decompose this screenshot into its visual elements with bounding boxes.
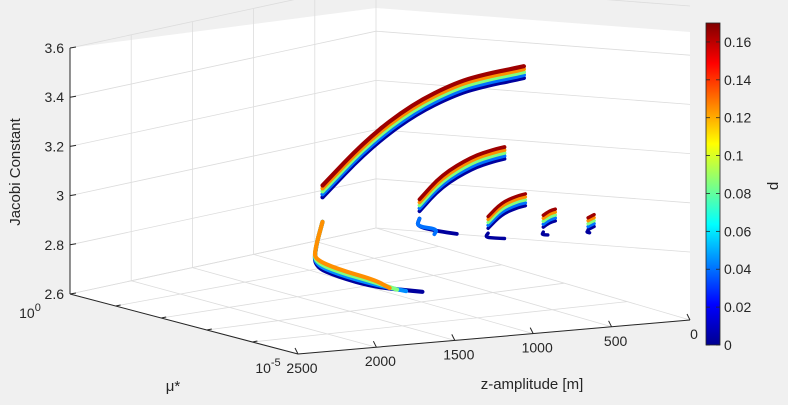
z-tick-label: 3.6 <box>45 40 65 56</box>
upper-branch-series <box>586 218 596 226</box>
upper-branch-series <box>486 201 528 227</box>
lower-branch-series <box>312 219 392 291</box>
x-axis-line <box>297 319 691 355</box>
y-tick-label: 100 <box>19 302 41 321</box>
x-tick-label: 2000 <box>365 353 396 369</box>
colorbar-tick-label: 0.16 <box>724 34 751 50</box>
x-gridline <box>253 254 534 334</box>
x-tick-mark <box>451 334 456 341</box>
colorbar-tick-label: 0.08 <box>724 185 751 201</box>
z-tick-mark <box>69 144 77 147</box>
y-axis-label: μ* <box>166 378 181 395</box>
x-tick-mark <box>529 327 534 334</box>
lower-branch-series <box>415 216 438 237</box>
upper-branch-series <box>486 195 528 222</box>
colorbar-label: d <box>765 182 782 190</box>
upper-branch-series <box>541 213 557 223</box>
x-tick-mark <box>686 313 691 321</box>
x-tick-mark <box>608 320 613 328</box>
curve-family-2 <box>415 145 507 237</box>
upper-branch-series <box>417 151 507 208</box>
grid-layer <box>69 0 691 355</box>
x-gridline <box>375 227 691 321</box>
z-tick-mark <box>69 46 77 49</box>
upper-branch-series <box>417 145 507 202</box>
z-tick-mark <box>69 292 77 295</box>
z-tick-label: 2.8 <box>45 237 65 253</box>
y-gridline <box>69 227 377 295</box>
colorbar: 0 0.02 0.04 0.06 0.08 0.1 0.12 0.14 0.16 d <box>705 22 782 353</box>
y-gridline <box>252 301 628 343</box>
x-tick-label: 0 <box>690 326 698 342</box>
upper-branch-series <box>586 221 596 229</box>
colorbar-tick-label: 0.12 <box>724 110 751 126</box>
colorbar-tick-label: 0.04 <box>724 261 751 277</box>
y-axis-line <box>69 293 299 355</box>
x-tick-label: 500 <box>604 333 628 349</box>
axes-frame <box>69 48 691 355</box>
upper-branch-series <box>486 198 528 225</box>
z-tick-label: 3 <box>56 188 64 204</box>
upper-branch-series <box>320 64 526 188</box>
upper-branch-series <box>417 154 507 211</box>
upper-branch-series <box>486 204 528 230</box>
lower-branch-series <box>484 231 507 241</box>
x-gridline <box>131 280 377 348</box>
colorbar-tick-label: 0.02 <box>724 299 751 315</box>
z-tick-label: 2.6 <box>45 286 65 302</box>
z-tick-mark <box>69 95 77 98</box>
y-tick-mark <box>161 316 167 319</box>
x-gridline <box>192 267 455 341</box>
upper-branch-series <box>541 207 557 217</box>
upper-branch-series <box>586 215 596 223</box>
lower-branch-series <box>540 230 550 237</box>
z-tick-mark <box>69 194 77 197</box>
colorbar-tick-label: 0.06 <box>724 223 751 239</box>
y-gridline <box>206 282 565 331</box>
y-tick-mark <box>206 328 212 331</box>
curve-family-3 <box>484 192 528 241</box>
y-gridline <box>115 246 439 307</box>
curve-family-1 <box>312 64 526 294</box>
curve-family-5 <box>585 212 596 235</box>
colorbar-tick-label: 0.14 <box>724 72 751 88</box>
y-tick-mark <box>252 340 258 343</box>
upper-branch-series <box>586 212 596 220</box>
colorbar-gradient <box>705 22 721 346</box>
colorbar-tick-label: 0 <box>724 337 732 353</box>
upper-branch-series <box>541 210 557 220</box>
upper-branch-series <box>417 156 507 214</box>
x-tick-label: 2500 <box>286 360 317 376</box>
back-wall <box>70 8 690 294</box>
axes-background <box>70 8 690 354</box>
x-tick-mark <box>294 347 299 355</box>
y-gridline <box>161 264 502 319</box>
upper-branch-series <box>541 219 557 229</box>
x-tick-label: 1500 <box>443 346 474 362</box>
colorbar-tick-label: 0.1 <box>724 148 744 164</box>
colorbar-ticks: 0 0.02 0.04 0.06 0.08 0.1 0.12 0.14 0.16 <box>706 34 751 353</box>
y-tick-label: 10-5 <box>255 357 280 376</box>
x-axis-label: z-amplitude [m] <box>481 376 584 393</box>
z-tick-mark <box>69 243 77 246</box>
curve-layer <box>312 64 596 294</box>
upper-branch-series <box>541 216 557 226</box>
z-tick-label: 3.4 <box>45 89 65 105</box>
curve-family-4 <box>540 207 557 237</box>
floor <box>70 228 690 354</box>
upper-branch-series <box>586 224 596 232</box>
y-tick-mark <box>115 304 121 307</box>
x-gridline <box>314 240 612 328</box>
z-tick-label: 3.2 <box>45 138 65 154</box>
z-gridline <box>69 0 691 49</box>
upper-branch-series <box>417 148 507 205</box>
z-axis-label: Jacobi Constant <box>7 117 24 225</box>
x-tick-mark <box>372 340 377 348</box>
upper-branch-series <box>486 192 528 219</box>
x-tick-label: 1000 <box>522 340 553 356</box>
